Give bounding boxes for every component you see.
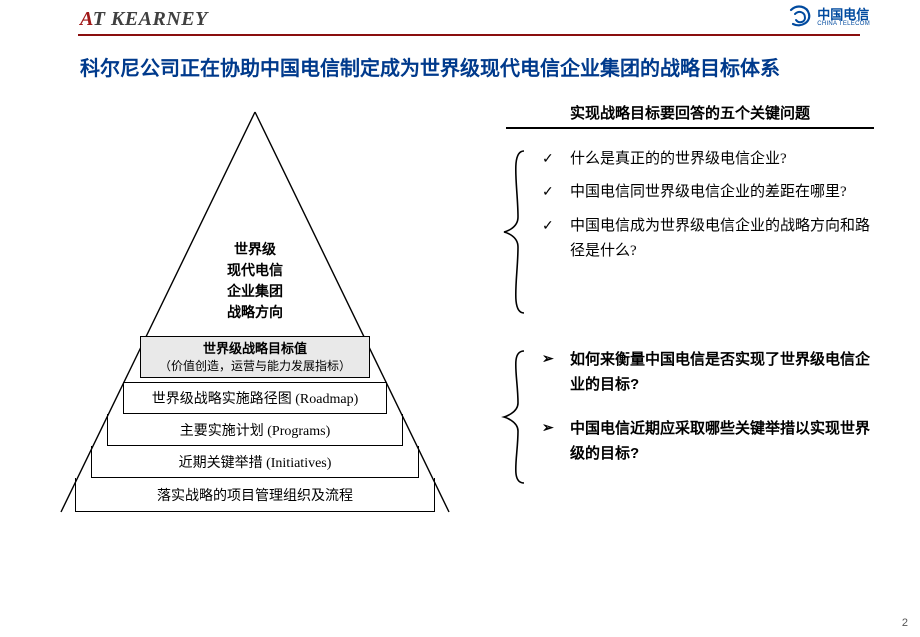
row-0-text: 世界级战略实施路径图 (Roadmap) xyxy=(152,388,358,408)
q2: ✓ 中国电信同世界级电信企业的差距在哪里? xyxy=(542,180,880,206)
q4-text: 如何来衡量中国电信是否实现了世界级电信企业的目标? xyxy=(570,347,880,398)
arrow-icon: ➢ xyxy=(542,416,560,440)
ct-en: CHINA TELECOM xyxy=(817,21,870,27)
question-group-2: ➢ 如何来衡量中国电信是否实现了世界级电信企业的目标? ➢ 中国电信近期应采取哪… xyxy=(500,347,880,487)
apex-l2: 现代电信 xyxy=(45,260,465,281)
apex-l3: 企业集团 xyxy=(45,281,465,302)
check-icon: ✓ xyxy=(542,147,560,171)
mid-l1: 世界级战略目标值 xyxy=(141,340,369,358)
pyramid: 世界级 现代电信 企业集团 战略方向 世界级战略目标值 （价值创造，运营与能力发… xyxy=(45,104,465,534)
q5-text: 中国电信近期应采取哪些关键举措以实现世界级的目标? xyxy=(570,416,880,467)
pyramid-row-1: 主要实施计划 (Programs) xyxy=(107,414,403,446)
pyramid-apex: 世界级 现代电信 企业集团 战略方向 xyxy=(45,239,465,323)
row-2-text: 近期关键举措 (Initiatives) xyxy=(179,452,332,472)
china-telecom-logo: 中国电信 CHINA TELECOM xyxy=(787,4,870,30)
right-heading: 实现战略目标要回答的五个关键问题 xyxy=(500,102,880,127)
mid-l2: （价值创造，运营与能力发展指标） xyxy=(141,358,369,374)
q3: ✓ 中国电信成为世界级电信企业的战略方向和路径是什么? xyxy=(542,214,880,265)
q4: ➢ 如何来衡量中国电信是否实现了世界级电信企业的目标? xyxy=(542,347,880,398)
page-number: 2 xyxy=(902,617,908,629)
brace-icon xyxy=(500,147,528,317)
row-1-text: 主要实施计划 (Programs) xyxy=(180,420,331,440)
q1-text: 什么是真正的的世界级电信企业? xyxy=(570,147,787,173)
question-group-1: ✓ 什么是真正的的世界级电信企业? ✓ 中国电信同世界级电信企业的差距在哪里? … xyxy=(500,147,880,317)
check-icon: ✓ xyxy=(542,214,560,238)
header: AT KEARNEY 中国电信 CHINA TELECOM xyxy=(0,0,920,46)
q3-text: 中国电信成为世界级电信企业的战略方向和路径是什么? xyxy=(570,214,880,265)
check-icon: ✓ xyxy=(542,180,560,204)
apex-l1: 世界级 xyxy=(45,239,465,260)
header-rule xyxy=(78,34,860,36)
pyramid-row-3: 落实战略的项目管理组织及流程 xyxy=(75,478,435,512)
q2-text: 中国电信同世界级电信企业的差距在哪里? xyxy=(570,180,847,206)
apex-l4: 战略方向 xyxy=(45,302,465,323)
q5: ➢ 中国电信近期应采取哪些关键举措以实现世界级的目标? xyxy=(542,416,880,467)
china-telecom-text: 中国电信 CHINA TELECOM xyxy=(817,8,870,27)
pyramid-row-2: 近期关键举措 (Initiatives) xyxy=(91,446,419,478)
china-telecom-icon xyxy=(787,4,813,30)
right-underline xyxy=(506,127,874,129)
arrow-icon: ➢ xyxy=(542,347,560,371)
row-3-text: 落实战略的项目管理组织及流程 xyxy=(157,485,353,505)
ct-cn: 中国电信 xyxy=(817,8,870,21)
q1: ✓ 什么是真正的的世界级电信企业? xyxy=(542,147,880,173)
logo-a: A xyxy=(80,8,93,30)
page-title: 科尔尼公司正在协助中国电信制定成为世界级现代电信企业集团的战略目标体系 xyxy=(0,46,920,84)
atkearney-logo: AT KEARNEY xyxy=(80,8,880,31)
pyramid-mid-band: 世界级战略目标值 （价值创造，运营与能力发展指标） xyxy=(140,336,370,378)
pyramid-row-0: 世界级战略实施路径图 (Roadmap) xyxy=(123,382,387,414)
logo-rest: T KEARNEY xyxy=(93,8,208,30)
brace-icon xyxy=(500,347,528,487)
content: 世界级 现代电信 企业集团 战略方向 世界级战略目标值 （价值创造，运营与能力发… xyxy=(0,94,920,594)
right-panel: 实现战略目标要回答的五个关键问题 ✓ 什么是真正的的世界级电信企业? ✓ 中国电… xyxy=(500,102,880,487)
